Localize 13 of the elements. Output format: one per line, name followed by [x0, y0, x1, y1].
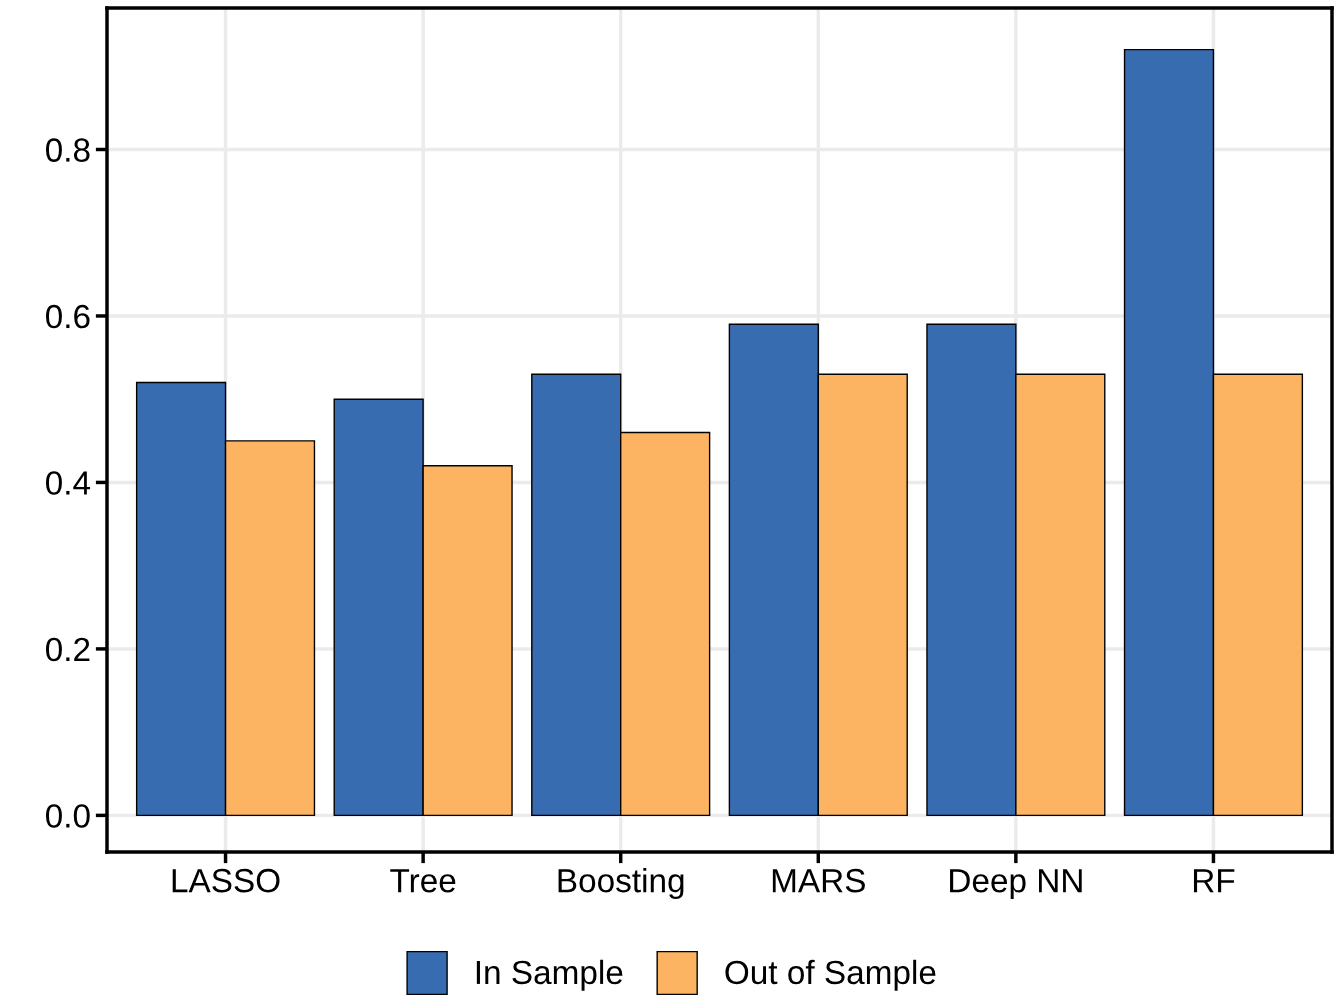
y-tick-label: 0.0 — [46, 804, 90, 828]
legend-label: In Sample — [476, 959, 623, 991]
x-tick-label: MARS — [772, 868, 865, 893]
y-tick-label: 0.6 — [46, 304, 90, 329]
x-tick-label: Deep NN — [950, 869, 1082, 900]
legend-label: Out of Sample — [725, 959, 936, 991]
y-tick-label: 0.2 — [46, 637, 90, 662]
y-tick-label: 0.4 — [46, 471, 91, 495]
x-tick-label: Tree — [390, 869, 456, 893]
x-tick-label: RF — [1193, 869, 1235, 893]
x-tick-label: LASSO — [172, 868, 280, 893]
x-tick-label: Boosting — [558, 867, 684, 900]
y-tick-label: 0.8 — [46, 138, 90, 162]
